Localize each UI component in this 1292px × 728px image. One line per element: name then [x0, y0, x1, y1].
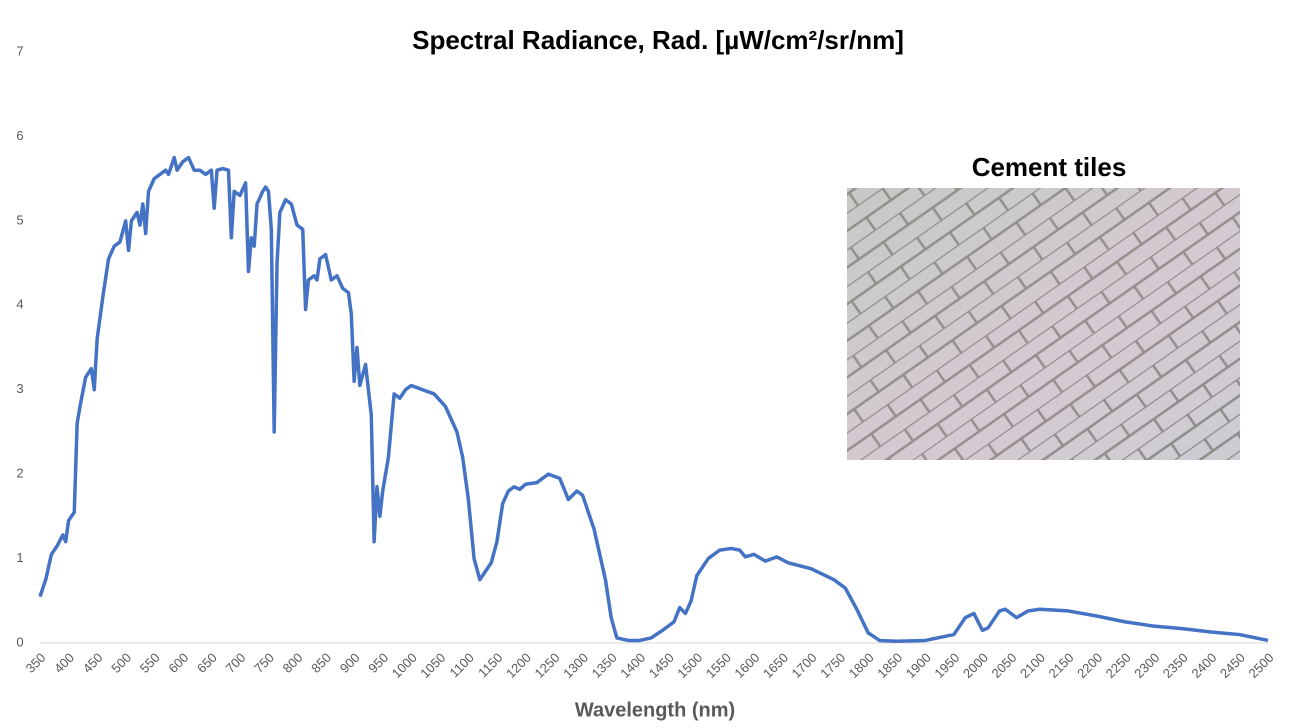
x-tick-label: 850 [308, 650, 334, 676]
y-tick-label: 5 [16, 212, 23, 227]
x-tick-label: 1400 [617, 650, 648, 681]
x-tick-label: 1800 [846, 650, 877, 681]
data-line [38, 155, 1269, 644]
y-tick-label: 2 [16, 466, 23, 481]
y-tick-label: 6 [16, 128, 23, 143]
x-tick-label: 1700 [789, 650, 820, 681]
x-tick-label: 900 [337, 650, 363, 676]
y-tick-label: 1 [16, 550, 23, 565]
x-tick-label: 2300 [1131, 650, 1162, 681]
y-tick-label: 3 [16, 381, 23, 396]
x-tick-label: 2100 [1017, 650, 1048, 681]
x-tick-label: 1650 [760, 650, 791, 681]
x-tick-label: 1250 [532, 650, 563, 681]
x-tick-label: 1950 [931, 650, 962, 681]
x-tick-label: 1500 [674, 650, 705, 681]
x-tick-label: 350 [23, 650, 49, 676]
chart-title: Spectral Radiance, Rad. [µW/cm²/sr/nm] [412, 25, 904, 55]
x-tick-label: 1300 [560, 650, 591, 681]
x-tick-label: 2250 [1103, 650, 1134, 681]
x-tick-label: 2350 [1160, 650, 1191, 681]
y-tick-label: 4 [16, 297, 23, 312]
x-tick-label: 1750 [817, 650, 848, 681]
x-tick-label: 650 [194, 650, 220, 676]
x-tick-label: 500 [108, 650, 134, 676]
x-tick-label: 2500 [1245, 650, 1276, 681]
x-tick-label: 1550 [703, 650, 734, 681]
x-tick-label: 1900 [903, 650, 934, 681]
x-tick-label: 1000 [389, 650, 420, 681]
photo [847, 188, 1240, 460]
x-tick-label: 1450 [646, 650, 677, 681]
x-tick-label: 750 [251, 650, 277, 676]
x-tick-label: 700 [223, 650, 249, 676]
y-tick-label: 7 [16, 43, 23, 58]
x-tick-label: 600 [165, 650, 191, 676]
x-tick-label: 450 [80, 650, 106, 676]
y-tick-label: 0 [16, 634, 23, 649]
x-tick-label: 1150 [475, 650, 505, 680]
x-tick-label: 1050 [417, 650, 448, 681]
photo-caption: Cement tiles [972, 152, 1127, 182]
x-tick-label: 550 [137, 650, 163, 676]
x-tick-label: 2400 [1188, 650, 1219, 681]
x-tick-label: 2050 [988, 650, 1019, 681]
x-tick-label: 1600 [731, 650, 762, 681]
x-axis-title: Wavelength (nm) [575, 699, 735, 721]
x-tick-label: 2000 [960, 650, 991, 681]
x-tick-label: 1350 [589, 650, 620, 681]
x-tick-label: 2200 [1074, 650, 1105, 681]
x-tick-label: 1200 [503, 650, 534, 681]
x-tick-label: 1850 [874, 650, 905, 681]
x-tick-label: 2150 [1046, 650, 1077, 681]
x-tick-label: 1100 [447, 650, 477, 680]
photo-tint [847, 188, 1240, 460]
x-tick-label: 2450 [1217, 650, 1248, 681]
x-tick-label: 950 [365, 650, 391, 676]
x-tick-label: 400 [51, 650, 77, 676]
x-tick-label: 800 [280, 650, 306, 676]
